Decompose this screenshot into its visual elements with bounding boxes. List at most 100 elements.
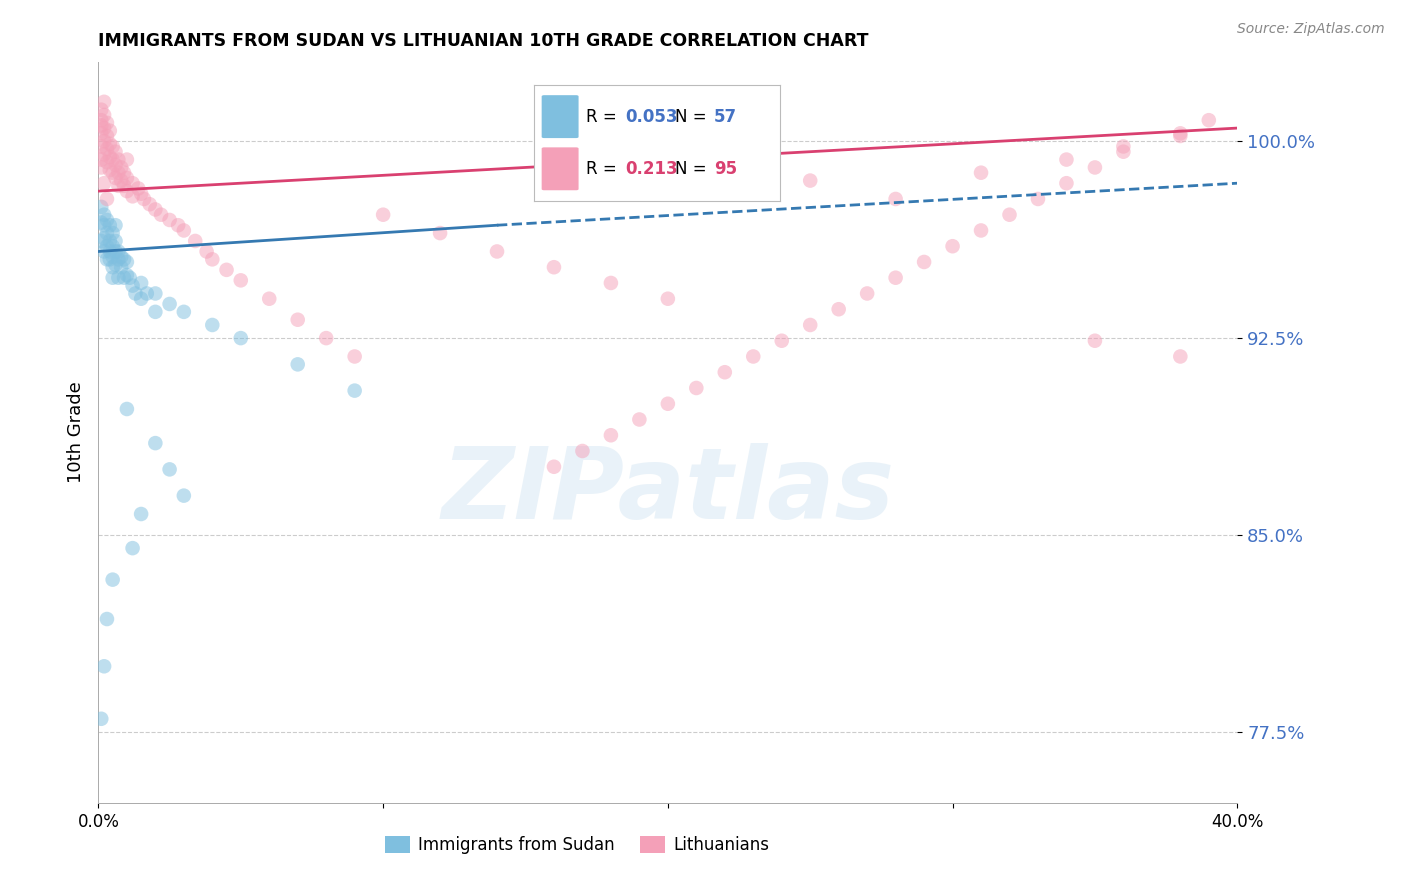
Point: [543, 260, 565, 275]
Point: [104, 145, 127, 159]
Point: [856, 286, 879, 301]
Point: [135, 286, 157, 301]
Point: [107, 178, 129, 193]
Point: [884, 192, 907, 206]
Point: [90, 234, 112, 248]
Point: [96, 226, 118, 240]
Point: [159, 462, 181, 476]
Point: [912, 255, 935, 269]
Text: 57: 57: [714, 108, 737, 126]
Point: [173, 305, 195, 319]
Text: 95: 95: [714, 160, 737, 178]
Point: [104, 171, 127, 186]
Point: [998, 208, 1021, 222]
Point: [121, 541, 143, 556]
Point: [215, 263, 238, 277]
Point: [107, 153, 129, 167]
Point: [138, 197, 160, 211]
FancyBboxPatch shape: [541, 95, 579, 138]
Point: [373, 208, 395, 222]
Point: [1170, 128, 1192, 143]
Point: [98, 136, 121, 151]
Point: [1056, 176, 1078, 190]
Point: [115, 184, 138, 198]
Point: [685, 381, 707, 395]
Point: [101, 153, 124, 167]
Point: [98, 252, 121, 267]
Point: [132, 192, 155, 206]
Text: N =: N =: [675, 160, 711, 178]
Point: [93, 659, 115, 673]
Point: [115, 255, 138, 269]
Point: [101, 226, 124, 240]
Point: [93, 108, 115, 122]
Point: [970, 166, 993, 180]
Point: [110, 250, 132, 264]
Point: [93, 231, 115, 245]
Point: [101, 260, 124, 275]
Point: [129, 292, 152, 306]
Point: [96, 116, 118, 130]
Point: [98, 150, 121, 164]
Point: [104, 244, 127, 259]
Point: [96, 252, 118, 267]
Point: [112, 178, 135, 193]
Point: [115, 402, 138, 417]
Point: [118, 270, 141, 285]
Point: [429, 226, 451, 240]
Legend: Immigrants from Sudan, Lithuanians: Immigrants from Sudan, Lithuanians: [378, 830, 776, 861]
Point: [571, 444, 593, 458]
Point: [129, 276, 152, 290]
Point: [173, 489, 195, 503]
Point: [98, 244, 121, 259]
Point: [799, 318, 821, 332]
Point: [98, 124, 121, 138]
Point: [714, 365, 737, 379]
Point: [107, 270, 129, 285]
Point: [101, 250, 124, 264]
Point: [96, 128, 118, 143]
Point: [96, 239, 118, 253]
Point: [90, 153, 112, 167]
Point: [110, 161, 132, 175]
Point: [110, 173, 132, 187]
Point: [1026, 192, 1049, 206]
Point: [101, 239, 124, 253]
Point: [96, 192, 118, 206]
Point: [107, 244, 129, 259]
Point: [98, 218, 121, 232]
Point: [115, 153, 138, 167]
Point: [121, 176, 143, 190]
Point: [1170, 350, 1192, 364]
Text: 0.213: 0.213: [626, 160, 678, 178]
Point: [145, 305, 167, 319]
Point: [93, 134, 115, 148]
Point: [742, 350, 765, 364]
Point: [799, 173, 821, 187]
Point: [129, 507, 152, 521]
Point: [107, 166, 129, 180]
Point: [159, 213, 181, 227]
Point: [93, 244, 115, 259]
Point: [93, 95, 115, 109]
Point: [201, 318, 224, 332]
Point: [1056, 153, 1078, 167]
Point: [657, 397, 679, 411]
Point: [343, 384, 366, 398]
Point: [184, 234, 207, 248]
Point: [90, 119, 112, 133]
Point: [259, 292, 281, 306]
Point: [90, 712, 112, 726]
Point: [93, 208, 115, 222]
Point: [93, 121, 115, 136]
FancyBboxPatch shape: [541, 147, 579, 190]
Point: [600, 276, 623, 290]
Point: [628, 412, 651, 426]
Point: [101, 166, 124, 180]
Y-axis label: 10th Grade: 10th Grade: [66, 382, 84, 483]
Point: [93, 218, 115, 232]
Point: [104, 258, 127, 272]
Point: [173, 223, 195, 237]
Point: [121, 189, 143, 203]
Point: [1170, 126, 1192, 140]
